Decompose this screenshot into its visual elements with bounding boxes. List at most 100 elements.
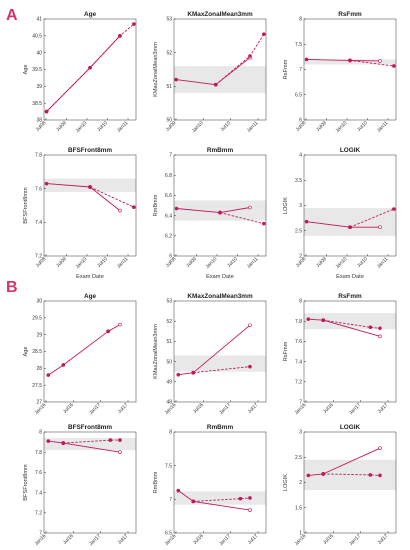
y-tick-label: 30 <box>36 299 42 305</box>
x-tick-label: Jul16 <box>322 402 335 415</box>
reference-band <box>174 66 266 94</box>
x-tick-label: Jul16 <box>62 533 75 546</box>
y-tick-label: 48 <box>166 400 172 406</box>
y-tick-label: 6.2 <box>165 234 172 240</box>
data-point <box>176 488 181 493</box>
chart-title: Age <box>84 11 97 18</box>
y-tick-label: 50 <box>166 359 172 365</box>
reference-band <box>304 208 396 236</box>
data-point <box>132 22 136 26</box>
y-tick-label: 7.4 <box>295 359 302 365</box>
x-tick-label: Jan10 <box>75 120 89 134</box>
x-tick-label: Jul08 <box>295 120 308 133</box>
x-tick-label: Jul17 <box>377 533 390 546</box>
x-tick-label: Jan10 <box>191 120 205 134</box>
y-tick-label: 3 <box>299 203 302 209</box>
y-tick-label: 27.5 <box>32 383 42 389</box>
x-tick-label: Jan10 <box>335 256 349 270</box>
series-line-2 <box>219 212 265 225</box>
data-point <box>218 210 222 215</box>
data-point <box>213 82 218 87</box>
y-tick-label: 7.8 <box>35 450 42 456</box>
x-tick-label: Jul09 <box>55 120 68 133</box>
data-point <box>262 32 266 36</box>
y-tick-label: 6.4 <box>165 213 172 219</box>
data-point <box>248 496 252 500</box>
series-line-1 <box>215 57 251 86</box>
axes-box <box>303 154 397 257</box>
x-axis-label: Exam Date <box>76 274 104 280</box>
y-axis-label: Age <box>23 65 29 75</box>
series-line-0 <box>308 473 324 476</box>
series-line-2 <box>323 319 381 329</box>
data-point <box>348 225 352 230</box>
series-line-0 <box>48 440 64 444</box>
y-axis-label: KMaxZonalMean3mm <box>153 324 159 379</box>
data-point <box>306 473 311 478</box>
y-axis-label: LOGIK <box>283 474 289 491</box>
series-line-2 <box>193 497 251 502</box>
axes-box <box>303 18 397 121</box>
y-tick-label: 8 <box>169 430 172 436</box>
series-line-0 <box>46 183 91 188</box>
data-point <box>174 206 179 211</box>
x-tick-label: Jan17 <box>88 533 102 547</box>
y-axis-label: BFSFront8mm <box>23 187 29 224</box>
y-tick-label: 52 <box>166 50 172 56</box>
x-tick-label: Jul08 <box>165 256 178 269</box>
data-point <box>191 370 196 375</box>
x-tick-label: Jan16 <box>294 533 308 547</box>
data-point <box>44 181 49 186</box>
chart-title: LOGIK <box>340 147 361 154</box>
subplot-b-logik: LOGIK11.522.53Jan16Jul16Jan17Jul17LOGIKE… <box>283 424 397 547</box>
data-point <box>262 221 266 226</box>
data-point <box>46 373 51 377</box>
chart-title: BFSFront8mm <box>68 147 112 154</box>
y-tick-label: 2 <box>299 480 302 486</box>
y-tick-label: 7 <box>299 67 302 73</box>
y-tick-label: 39.5 <box>32 67 42 73</box>
subplot-b-rsfmm: RsFmm 7 7.2 7.4 7.6 7.8 8 Jan16 Jul16 Jan17 Jul17 R… <box>283 293 397 416</box>
data-point <box>378 473 382 478</box>
data-point <box>174 77 178 82</box>
x-tick-label: Jul17 <box>377 402 390 415</box>
x-tick-label: Jul17 <box>117 533 130 546</box>
series-line-1 <box>89 186 121 211</box>
y-axis-label: BFSFront8mm <box>23 464 29 501</box>
chart-title: RmBmm <box>207 424 234 431</box>
y-tick-label: 7.8 <box>295 319 302 325</box>
data-point <box>44 109 49 114</box>
y-tick-label: 40.5 <box>32 34 42 40</box>
y-tick-label: 7 <box>169 497 172 503</box>
reference-band <box>174 355 266 372</box>
series-line-1 <box>323 319 381 337</box>
y-tick-label: 8 <box>299 299 302 305</box>
x-tick-label: Jul10 <box>356 120 369 133</box>
x-tick-label: Jan11 <box>376 256 390 270</box>
x-tick-label: Jan17 <box>218 533 232 547</box>
y-tick-label: 3 <box>299 430 302 436</box>
data-point <box>248 54 252 58</box>
data-point <box>61 363 66 367</box>
x-tick-label: Jul09 <box>185 256 198 269</box>
data-point <box>378 446 382 450</box>
y-tick-label: 7 <box>39 531 42 537</box>
panel-letter-b: B <box>6 279 18 296</box>
y-tick-label: 6 <box>299 118 302 124</box>
x-tick-label: Jul10 <box>226 256 239 269</box>
series-line-0 <box>176 208 221 214</box>
x-axis-label: Exam Date <box>336 274 364 280</box>
chart-title: KMaxZonalMean3mm <box>187 11 253 18</box>
y-tick-label: 7.6 <box>295 339 302 345</box>
series-line-1 <box>349 59 381 62</box>
data-point <box>118 438 122 442</box>
data-point <box>304 57 309 62</box>
y-tick-label: 7 <box>299 400 302 406</box>
data-point <box>61 441 66 445</box>
x-tick-label: Jul16 <box>192 533 205 546</box>
reference-band <box>304 313 396 330</box>
y-axis-label: RmBmm <box>153 194 159 216</box>
data-point <box>106 329 110 334</box>
x-tick-label: Jan10 <box>335 120 349 134</box>
